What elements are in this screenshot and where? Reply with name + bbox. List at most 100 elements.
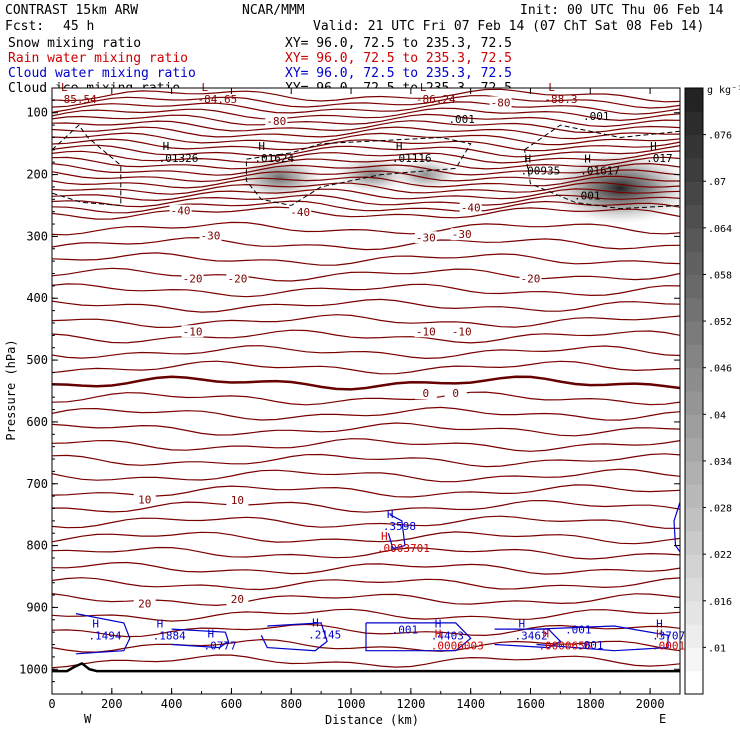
temperature-label-5: -30 [201,229,221,242]
colorbar-segment-22 [685,157,703,182]
x-tick-label-6: 1200 [396,697,425,711]
cloud-water-contour-7 [673,502,680,553]
colorbar-segment-16 [685,297,703,322]
temperature-contour-29 [52,360,680,375]
temperature-label-0: -80 [266,115,286,128]
x-end-label-west: W [84,712,92,726]
temperature-label-bg-0 [265,115,288,128]
colorbar-label-11: .01 [708,643,726,654]
cloud-water-contour-3 [365,622,472,652]
temperature-contour-48 [52,654,680,669]
temperature-contour-22 [52,252,680,266]
cloud-water-contour-1 [171,628,230,649]
colorbar-label-5: .046 [708,364,732,375]
temperature-contour-25 [52,298,680,313]
extremum-value-17: .0006003 [431,639,484,652]
colorbar-segment-9 [685,460,703,485]
extremum-value-1: -84.65 [198,93,238,106]
colorbar-segment-19 [685,227,703,252]
field-name-snow: Snow mixing ratio [8,36,141,51]
field-name-rain: Rain water mixing ratio [8,51,188,66]
temperature-contour-3 [52,107,680,122]
colorbar-segment-10 [685,437,703,462]
colorbar-label-7: .034 [708,457,732,468]
colorbar-segment-15 [685,321,703,345]
extremum-marker-12: H [92,618,99,631]
field-xy-snow: XY= 96.0, 72.5 to 235.3, 72.5 [285,36,512,51]
cloud-water-contour-2 [260,622,328,652]
colorbar-segment-0 [685,670,703,695]
y-tick-label-0: 100 [26,106,48,120]
colorbar-segment-1 [685,647,703,672]
temperature-contour-1 [52,95,680,109]
temperature-contour-6 [52,126,680,140]
extremum-value-2: -86.24 [416,93,456,106]
temperature-contour-33 [52,422,680,437]
extremum-value-5: .01624 [254,152,294,165]
contour-value-label-0: .001 [448,113,475,126]
center-title: NCAR/MMM [242,3,305,18]
colorbar-segment-20 [685,204,703,229]
extremum-marker-19: H [542,627,549,640]
temperature-contour-34 [52,438,680,452]
temperature-label-bg-11 [181,325,204,338]
temperature-contour-7 [52,132,680,146]
x-tick-label-3: 600 [221,697,243,711]
temperature-contour-30 [52,375,680,391]
temperature-contour-20 [52,221,680,236]
extremum-value-20: .3707 [652,630,685,643]
colorbar-segment-5 [685,554,703,578]
cloud-ice-contour-0 [52,124,122,207]
extremum-value-0: -85.54 [57,93,97,106]
colorbar-frame [684,87,704,695]
cloud-water-contour-0 [75,613,131,655]
extremum-marker-10: H [387,508,394,521]
x-tick-label-2: 400 [161,697,183,711]
forecast-hour: 45 h [63,19,94,34]
extremum-value-3: -88.3 [544,93,577,106]
y-tick-label-9: 1000 [19,662,48,676]
plot-content [52,88,680,673]
cloud-ice-contour-2 [524,124,680,210]
contour-value-label-1: .001 [583,110,610,123]
extremum-marker-15: H [312,616,319,629]
temperature-contour-15 [52,181,680,195]
temperature-label-14: 0 [422,387,429,400]
temperature-label-bg-18 [133,597,156,610]
temperature-label-bg-3 [289,205,312,218]
extremum-value-7: .00935 [520,165,560,178]
temperature-contour-0 [52,88,680,103]
temperature-label-13: -10 [452,325,472,338]
extremum-marker-0: L [61,81,68,94]
temperature-label-bg-9 [226,272,249,285]
colorbar-label-4: .052 [708,317,732,328]
colorbar-segment-7 [685,507,703,532]
x-axis-title: Distance (km) [325,713,419,727]
temperature-contour-27 [52,329,680,344]
colorbar-segment-21 [685,181,703,206]
temperature-contour-45 [52,608,680,622]
temperature-contour-2 [52,101,680,115]
temperature-label-bg-1 [489,96,512,109]
colorbar-segment-24 [685,111,703,136]
x-tick-label-7: 1400 [456,697,485,711]
extremum-value-9: .017 [646,152,673,165]
extremum-value-8: .01617 [580,165,620,178]
temperature-label-bg-12 [414,325,437,338]
extremum-marker-14: H [208,627,215,640]
temperature-label-12: -10 [416,325,436,338]
colorbar: .076 .07 .064 .058 .052 .046 .04 .034 .028 .022 .0… [684,87,732,695]
extremum-value-4: .01326 [159,152,199,165]
extremum-value-6: .01116 [392,152,432,165]
extremum-marker-3: L [548,81,555,94]
extremum-value-14: .0777 [204,639,237,652]
temperature-label-bg-6 [414,231,437,244]
extremum-marker-8: H [584,153,591,166]
extremum-marker-9: H [650,140,657,153]
extremum-marker-21: H [656,627,663,640]
temperature-contour-43 [52,577,680,591]
temperature-contour-38 [52,499,680,513]
temperature-contour-42 [52,561,680,575]
